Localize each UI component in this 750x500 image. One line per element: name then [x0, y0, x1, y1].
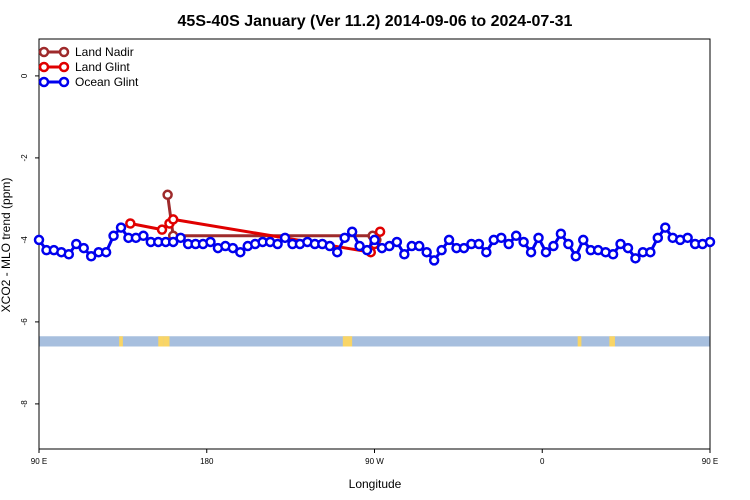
ocean-glint-point: [354, 240, 365, 252]
ocean-glint-point: [399, 249, 410, 260]
y-tick-label: -4: [20, 236, 29, 244]
legend-land-glint-marker: [38, 61, 50, 73]
ocean-glint-point: [615, 238, 626, 250]
ocean-glint-point: [361, 244, 373, 256]
ocean-glint-point: [682, 232, 693, 244]
ocean-glint-point: [85, 251, 97, 262]
land-segment: [163, 336, 170, 347]
land-nadir-point: [162, 189, 173, 201]
land-segment: [609, 336, 615, 347]
ocean-glint-point: [652, 232, 664, 244]
ocean-glint-point: [346, 226, 358, 237]
ocean-glint-point: [428, 255, 440, 266]
legend-land-nadir-label: Land Nadir: [75, 45, 134, 59]
ocean-glint-point: [421, 246, 432, 258]
y-axis-label: XCO2 - MLO trend (ppm): [0, 178, 13, 313]
y-tick-label: -2: [20, 154, 29, 162]
ocean-glint-point: [578, 234, 589, 246]
ocean-glint-point: [138, 230, 149, 242]
land-glint-point: [156, 224, 168, 235]
ocean-glint-point: [555, 228, 567, 239]
ocean-glint-point: [33, 234, 45, 246]
ocean-glint-point: [503, 238, 514, 250]
ocean-glint-point: [660, 222, 671, 233]
ocean-glint-point: [473, 238, 485, 250]
ocean-glint-point: [570, 251, 582, 262]
ocean-glint-point: [704, 236, 716, 248]
ocean-glint-point: [100, 246, 112, 258]
ocean-glint-point: [645, 246, 656, 258]
ocean-glint-point: [481, 246, 492, 258]
land-segment: [158, 336, 164, 347]
land-segment: [342, 336, 353, 347]
ocean-glint-point: [175, 232, 186, 244]
ocean-glint-point: [413, 240, 425, 252]
ocean-glint-point: [235, 246, 246, 258]
ocean-glint-point: [563, 238, 574, 250]
y-tick-label: -8: [20, 400, 29, 408]
ocean-glint-point: [324, 240, 336, 252]
x-tick-label: 0: [540, 457, 545, 466]
ocean-glint-point: [384, 240, 395, 252]
ocean-glint-point: [391, 236, 403, 248]
legend-land-glint-label: Land Glint: [75, 60, 130, 74]
x-tick-label: 90 E: [31, 457, 47, 466]
y-tick-label: -6: [20, 318, 29, 326]
legend-land-nadir-marker: [58, 46, 70, 58]
x-tick-label: 90 E: [702, 457, 718, 466]
ocean-glint-point: [540, 246, 552, 258]
legend-land-glint-marker: [58, 61, 70, 73]
legend-ocean-glint-marker: [38, 76, 50, 88]
ocean-glint-point: [510, 230, 522, 242]
ocean-glint-point: [458, 242, 470, 254]
ocean-glint-point: [525, 246, 537, 258]
ocean-glint-point: [518, 236, 529, 248]
y-tick-label: 0: [20, 73, 29, 78]
ocean-glint-point: [607, 249, 619, 260]
ocean-glint-point: [71, 238, 82, 250]
plot-area: 90 E 180 90 W 0 90 E 0 -2 -4 -6 -8: [20, 38, 718, 466]
ocean-glint-point: [279, 232, 291, 244]
land-segment: [119, 336, 123, 347]
land-glint-point: [125, 218, 136, 229]
ocean-band: [39, 336, 710, 347]
legend-land-nadir-marker: [38, 46, 50, 58]
ocean-glint-point: [630, 253, 641, 264]
ocean-glint-point: [205, 236, 216, 248]
ocean-glint-point: [443, 234, 455, 246]
chart-title: 45S-40S January (Ver 11.2) 2014-09-06 to…: [178, 13, 573, 30]
ocean-glint-point: [436, 244, 447, 256]
ocean-glint-point: [331, 246, 343, 258]
land-segment: [577, 336, 582, 347]
ocean-glint-point: [369, 234, 380, 246]
x-axis-label: Longitude: [349, 477, 402, 491]
land-glint-point: [167, 214, 179, 225]
ocean-glint-point: [167, 236, 179, 248]
ocean-glint-point: [533, 232, 544, 244]
ocean-glint-point: [272, 238, 283, 250]
x-tick-label: 90 W: [365, 457, 384, 466]
ocean-glint-point: [339, 232, 350, 244]
ocean-glint-point: [63, 249, 75, 260]
land-glint-point: [374, 226, 386, 237]
ocean-glint-point: [78, 242, 89, 254]
legend-ocean-glint-marker: [58, 76, 70, 88]
x-tick-label: 180: [200, 457, 214, 466]
ocean-glint-point: [115, 222, 127, 233]
ocean-glint-point: [548, 240, 559, 252]
ocean-glint-point: [108, 230, 119, 242]
ocean-glint-point: [495, 232, 507, 244]
ocean-glint-point: [227, 242, 239, 254]
legend-ocean-glint-label: Ocean Glint: [75, 75, 139, 89]
ocean-glint-point: [622, 242, 634, 254]
